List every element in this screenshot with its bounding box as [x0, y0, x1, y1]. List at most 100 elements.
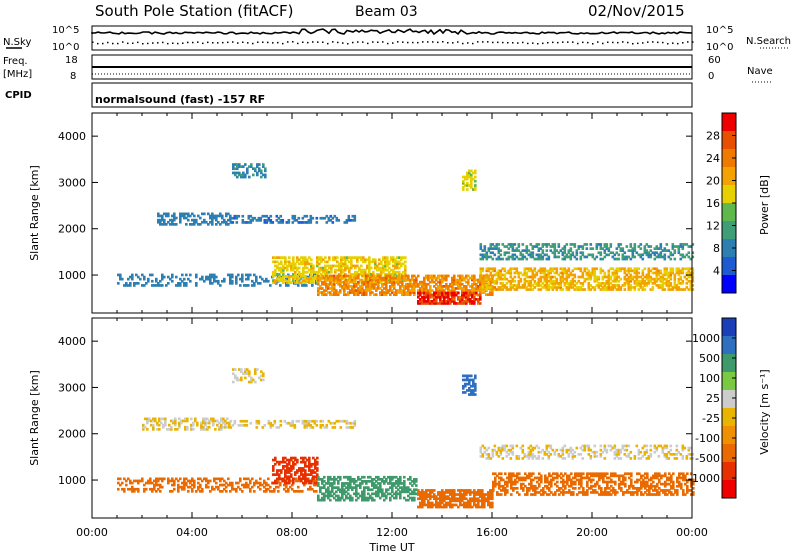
power-cell: [411, 289, 414, 292]
velocity-cell: [119, 477, 122, 481]
power-cell: [423, 300, 426, 303]
power-cell: [369, 287, 372, 290]
power-cell: [379, 276, 382, 280]
power-cell: [575, 257, 579, 261]
velocity-cell: [293, 490, 296, 493]
velocity-cell: [670, 491, 673, 494]
velocity-cell: [294, 471, 297, 474]
power-cell: [407, 287, 410, 290]
power-cell: [503, 269, 507, 273]
velocity-cell: [574, 474, 577, 478]
power-cell: [633, 282, 637, 285]
velocity-cell: [304, 465, 307, 468]
power-cell: [617, 257, 621, 261]
power-cell: [407, 276, 410, 280]
power-cell: [275, 219, 279, 222]
power-cell: [483, 282, 487, 285]
power-cell: [463, 293, 466, 297]
power-cell: [330, 270, 333, 274]
velocity-cell: [604, 472, 607, 476]
power-cell: [509, 273, 513, 277]
velocity-cell: [441, 495, 444, 498]
power-cell: [302, 273, 305, 276]
nsearch-point: [392, 42, 394, 44]
power-cell: [397, 276, 400, 280]
velocity-cell: [323, 496, 326, 500]
power-cell: [499, 288, 503, 291]
power-cell: [481, 282, 485, 285]
power-cell: [321, 280, 324, 284]
power-cell: [413, 274, 416, 278]
velocity-cell: [421, 499, 424, 503]
velocity-cell: [337, 498, 340, 502]
velocity-cell: [672, 493, 675, 496]
power-cell: [368, 270, 371, 274]
velocity-cell: [310, 481, 313, 485]
velocity-cell: [329, 475, 332, 479]
power-cell: [481, 255, 485, 259]
power-cell: [523, 284, 527, 287]
power-cell: [383, 278, 386, 282]
velocity-cell: [292, 481, 295, 485]
power-cell: [569, 286, 573, 289]
velocity-cell: [253, 481, 256, 485]
power-cell: [397, 282, 400, 286]
power-cell: [352, 275, 355, 278]
power-cell: [163, 218, 166, 222]
power-cell: [310, 281, 313, 284]
velocity-cell: [419, 505, 422, 509]
power-cell: [551, 279, 555, 283]
velocity-cell: [300, 471, 303, 474]
power-cell: [445, 285, 448, 288]
power-cell: [163, 275, 166, 279]
power-cell: [318, 270, 321, 274]
power-cell: [433, 300, 436, 303]
power-cell: [421, 285, 424, 288]
power-cell: [487, 269, 491, 273]
power-cell: [279, 219, 283, 222]
power-cell: [231, 275, 234, 279]
power-cell: [369, 289, 372, 292]
velocity-cell: [241, 419, 245, 423]
velocity-cell: [632, 491, 635, 494]
velocity-cell: [395, 490, 398, 494]
power-cell: [545, 288, 549, 291]
power-cell: [521, 286, 525, 289]
velocity-cell: [367, 492, 370, 496]
velocity-cell: [387, 482, 390, 485]
velocity-cell: [310, 469, 313, 472]
velocity-cell: [312, 469, 315, 472]
velocity-cell: [277, 479, 280, 483]
nsearch-point: [477, 41, 479, 43]
power-cell: [279, 221, 283, 224]
velocity-cell: [258, 376, 261, 380]
velocity-cell: [602, 474, 605, 478]
power-cell: [379, 291, 382, 294]
power-cell: [629, 257, 633, 261]
velocity-cell: [670, 484, 673, 488]
power-cell: [423, 285, 426, 288]
power-cell: [396, 262, 399, 266]
power-cell: [455, 287, 458, 290]
power-cell: [523, 249, 527, 252]
velocity-cell: [319, 478, 322, 481]
power-cell: [577, 245, 581, 248]
power-cell: [324, 273, 327, 276]
power-cell: [280, 262, 283, 266]
power-cell: [627, 269, 631, 273]
power-cell: [437, 280, 440, 284]
power-cell: [331, 221, 335, 224]
power-cell: [347, 216, 351, 220]
velocity-cell: [413, 488, 416, 492]
power-cell: [280, 266, 283, 270]
power-cell: [316, 264, 319, 268]
power-cell: [547, 273, 551, 277]
power-cell: [517, 286, 521, 289]
power-cell: [327, 282, 330, 286]
velocity-cell: [648, 484, 651, 488]
velocity-cell: [664, 474, 667, 478]
power-cell: [467, 295, 470, 299]
power-cell: [681, 255, 685, 259]
velocity-cell: [624, 484, 627, 488]
power-cell: [545, 275, 549, 279]
